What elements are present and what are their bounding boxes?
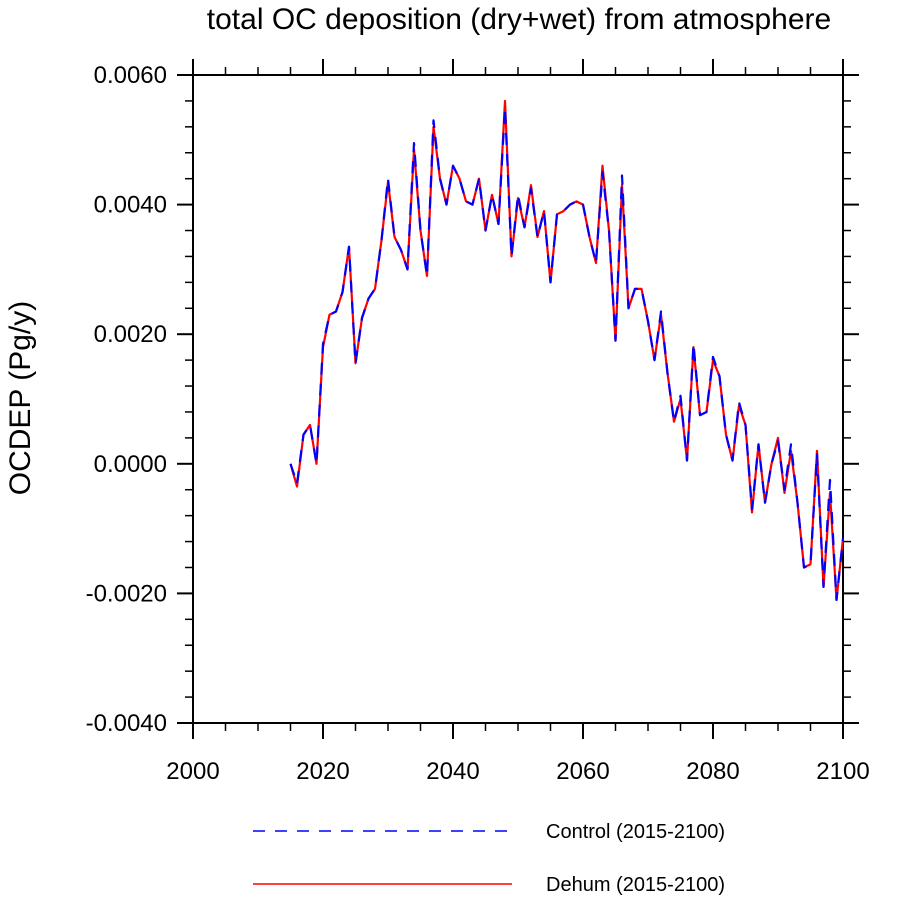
x-tick-label: 2000 xyxy=(166,758,219,785)
y-tick-label: 0.0060 xyxy=(94,62,167,89)
legend: Control (2015-2100) Dehum (2015-2100) xyxy=(253,821,725,896)
x-tick-label: 2080 xyxy=(686,758,739,785)
y-tick-label: 0.0040 xyxy=(94,192,167,219)
y-tick-label: 0.0000 xyxy=(94,451,167,478)
y-tick-label: 0.0020 xyxy=(94,321,167,348)
x-tick-label: 2060 xyxy=(556,758,609,785)
x-axis: 2000 2020 2040 2060 2080 2100 xyxy=(166,59,870,785)
x-tick-label: 2020 xyxy=(296,758,349,785)
series-line-dehum xyxy=(289,99,845,601)
y-axis-label: OCDEP (Pg/y) xyxy=(4,301,37,496)
legend-label: Control (2015-2100) xyxy=(546,821,725,843)
plot-frame xyxy=(192,74,844,724)
plot-series xyxy=(289,99,845,601)
legend-label: Dehum (2015-2100) xyxy=(546,874,725,896)
y-axis: -0.0040 -0.0020 0.0000 0.0020 0.0040 0.0060 xyxy=(86,62,859,737)
x-tick-label: 2040 xyxy=(426,758,479,785)
y-tick-label: -0.0040 xyxy=(86,710,167,737)
y-tick-label: -0.0020 xyxy=(86,580,167,607)
x-tick-label: 2100 xyxy=(816,758,869,785)
chart-title: total OC deposition (dry+wet) from atmos… xyxy=(207,3,831,36)
series-line-control xyxy=(289,106,845,601)
